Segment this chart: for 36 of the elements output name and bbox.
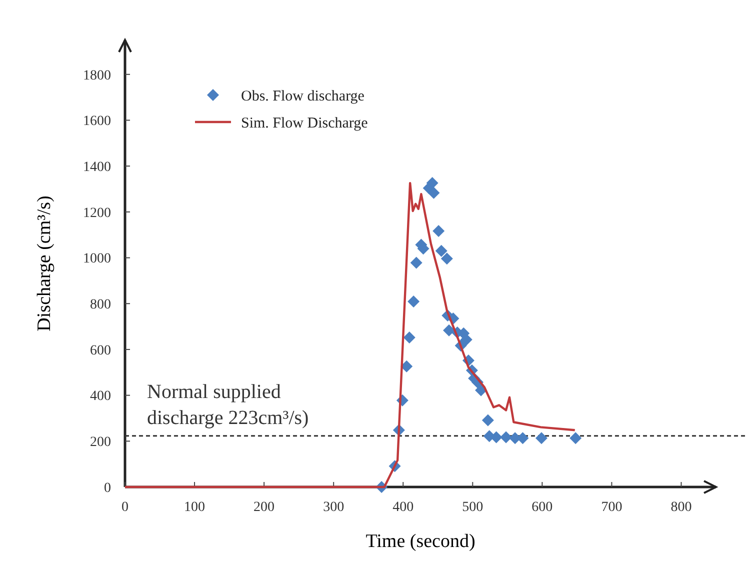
x-tick-label: 0 [122, 500, 128, 515]
y-tick-label: 1200 [83, 206, 111, 221]
point [500, 431, 512, 444]
x-tick-label: 300 [323, 500, 344, 515]
point [410, 256, 422, 269]
x-tick-label: 500 [462, 500, 484, 515]
point [570, 432, 582, 444]
y-tick-label: 1400 [83, 160, 111, 175]
y-tick-label: 600 [90, 343, 111, 358]
x-tick-label: 600 [532, 500, 553, 515]
x-axis-title: Time (second) [366, 531, 476, 552]
x-tick-label: 400 [392, 500, 414, 515]
y-tick-label: 1000 [83, 252, 111, 267]
point [440, 252, 453, 265]
point [460, 334, 472, 346]
point [435, 244, 448, 257]
y-tick-label: 1600 [83, 114, 111, 130]
legend-label: Obs. Flow discharge [241, 88, 365, 104]
point [428, 186, 440, 199]
x-tick-label: 700 [601, 500, 622, 515]
y-tick-label: 0 [104, 480, 111, 496]
x-tick-label: 100 [184, 500, 206, 515]
point [408, 296, 420, 308]
x-tick-label: 200 [254, 500, 275, 515]
y-tick-label: 1800 [83, 68, 111, 84]
ref-line-label: Normal supplied discharge 223cm³/s) [147, 380, 309, 429]
y-tick-label: 800 [90, 298, 111, 313]
point [482, 414, 494, 426]
point [403, 332, 416, 344]
x-tick-label: 800 [670, 500, 692, 515]
y-axis-title: Discharge (cm³/s) [34, 196, 55, 332]
point [535, 432, 548, 444]
legend-label: Sim. Flow Discharge [241, 115, 368, 132]
y-tick-label: 400 [90, 389, 111, 404]
y-tick-label: 200 [90, 435, 111, 450]
point [432, 224, 445, 237]
